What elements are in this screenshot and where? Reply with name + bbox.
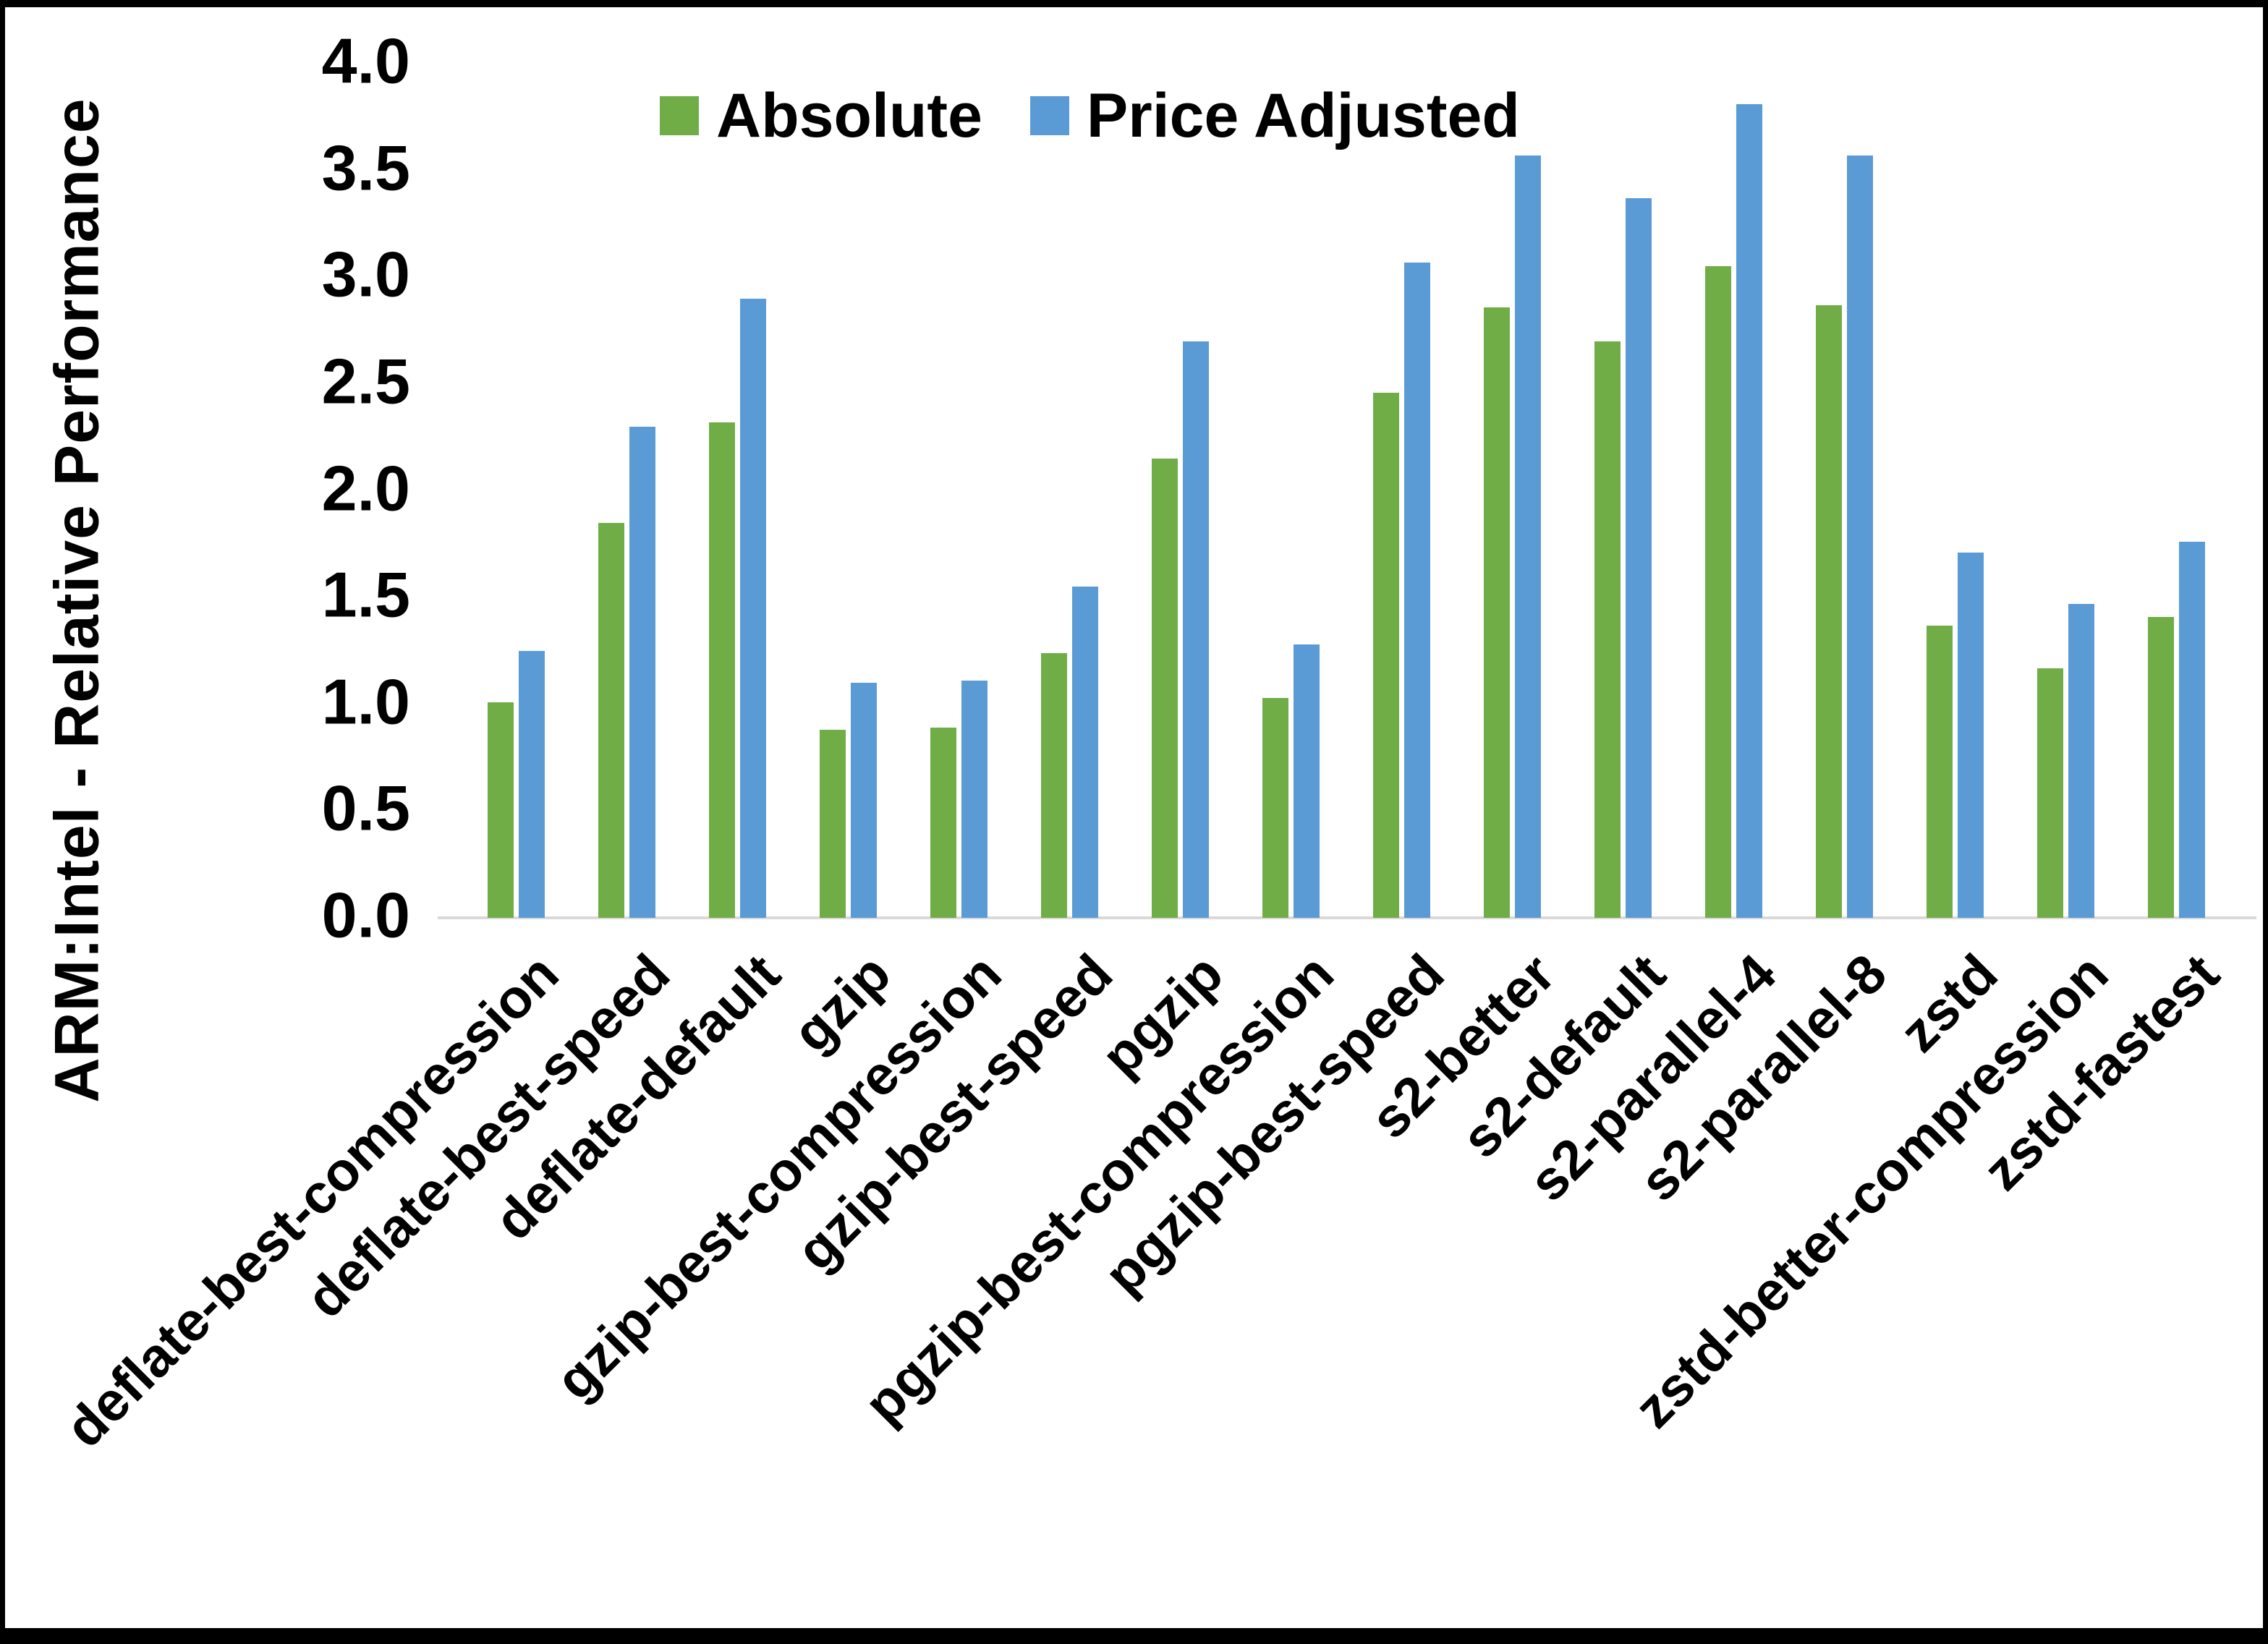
legend-item-absolute: Absolute [660,85,982,147]
bar-price-adjusted-pgzip-best-speed [1404,262,1430,918]
bar-price-adjusted-s2-better [1515,155,1541,918]
bar-absolute-zstd-better-compression [2037,668,2063,918]
y-tick-label: 0.5 [321,772,410,844]
bar-absolute-pgzip [1152,459,1178,918]
bar-absolute-zstd [1927,625,1953,918]
bar-price-adjusted-deflate-best-speed [629,426,655,918]
bar-price-adjusted-s2-parallel-8 [1847,155,1873,918]
legend-item-price-adjusted: Price Adjusted [1029,81,1520,150]
y-tick-label: 3.0 [321,238,410,310]
bar-price-adjusted-zstd-fastest [2179,542,2205,918]
bar-absolute-gzip-best-compression [930,728,956,918]
x-axis-line [438,916,2256,919]
y-tick-label: 4.0 [321,25,410,97]
bar-price-adjusted-gzip-best-compression [961,681,988,918]
legend: Absolute Price Adjusted [660,80,1520,152]
bar-absolute-s2-default [1594,341,1621,918]
y-tick-label: 1.5 [321,558,410,631]
bar-price-adjusted-pgzip-best-compression [1294,644,1320,918]
bar-absolute-s2-parallel-4 [1705,266,1731,918]
bar-price-adjusted-deflate-best-compression [519,650,545,918]
bar-absolute-deflate-best-compression [488,702,514,918]
y-tick-label: 1.0 [321,665,410,738]
y-tick-label: 2.5 [321,345,410,417]
legend-swatch-price-adjusted [1029,96,1069,135]
bar-absolute-gzip [820,730,846,918]
bar-absolute-zstd-fastest [2148,616,2174,918]
bar-absolute-s2-parallel-8 [1816,304,1842,918]
y-axis-title: ARM:Intel - Relative Performance [42,98,112,1103]
bar-price-adjusted-gzip-best-speed [1072,587,1098,918]
y-tick-label: 3.5 [321,132,410,204]
bar-price-adjusted-gzip [851,683,877,918]
legend-label-absolute: Absolute [716,81,982,150]
bar-price-adjusted-pgzip [1183,341,1209,918]
bar-absolute-deflate-default [709,422,735,918]
bar-price-adjusted-zstd-better-compression [2068,603,2094,918]
legend-swatch-absolute [660,96,699,135]
y-tick-label: 2.0 [321,451,410,524]
bar-absolute-pgzip-best-speed [1373,392,1399,918]
bar-absolute-pgzip-best-compression [1262,697,1288,918]
bar-price-adjusted-deflate-default [740,298,766,918]
bar-price-adjusted-zstd [1958,553,1984,918]
bar-absolute-s2-better [1484,307,1510,918]
bar-price-adjusted-s2-default [1626,198,1652,918]
y-tick-label: 0.0 [321,879,410,951]
bar-absolute-gzip-best-speed [1041,652,1067,918]
legend-label-price-adjusted: Price Adjusted [1086,81,1520,150]
bar-absolute-deflate-best-speed [598,522,624,918]
bar-price-adjusted-s2-parallel-4 [1736,104,1762,918]
